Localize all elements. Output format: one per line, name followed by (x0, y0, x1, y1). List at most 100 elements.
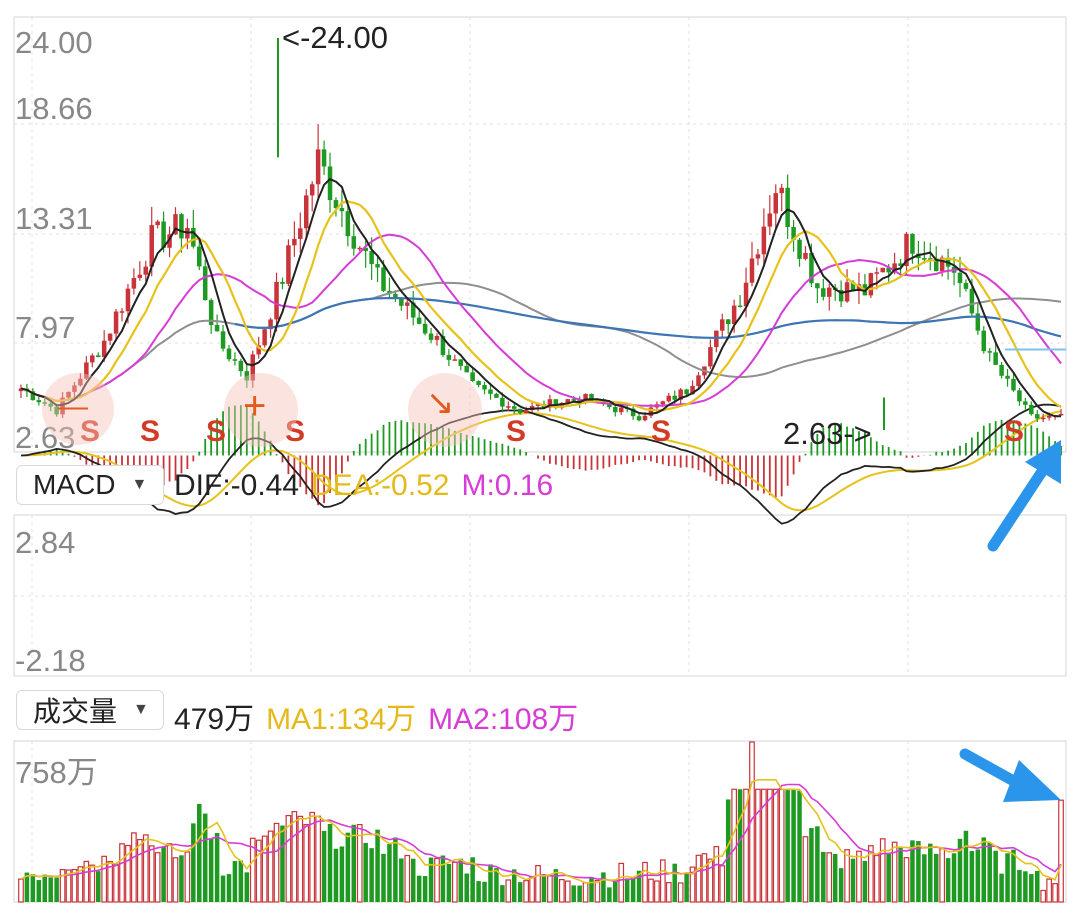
candle-body (904, 233, 909, 266)
volume-bar (71, 868, 78, 903)
candle-body (636, 416, 642, 421)
price-tick-1: 18.66 (15, 91, 93, 126)
candle-body (339, 208, 345, 212)
volume-bar (898, 846, 903, 902)
volume-bar (422, 876, 428, 902)
candle-body (725, 319, 731, 325)
volume-bar (558, 879, 565, 903)
volume-bar (309, 811, 316, 903)
candle-body (850, 282, 856, 292)
candle-body (511, 406, 517, 409)
volume-bar (785, 789, 790, 902)
candle-body (607, 403, 612, 408)
volume-bar (464, 873, 469, 902)
volume-bar (339, 846, 345, 902)
macd-values: DIF:-0.44 DEA:-0.52 M:0.16 (174, 469, 553, 503)
volume-ma1-value: MA1:134万 (266, 703, 417, 736)
volume-bar (18, 878, 24, 903)
candle-body (434, 335, 440, 340)
volume-bar (238, 860, 244, 902)
volume-bar (529, 876, 535, 903)
candle-body (975, 313, 981, 331)
price-tick-0: 24.00 (15, 25, 93, 60)
volume-bar (523, 880, 530, 903)
candle-body (1040, 417, 1046, 420)
candle-body (660, 401, 666, 405)
volume-bar (434, 857, 440, 903)
candle-body (743, 282, 749, 307)
candle-body (274, 281, 279, 320)
event-circle-plus[interactable] (224, 373, 298, 447)
candle-body (422, 323, 428, 334)
candle-body (131, 277, 137, 289)
volume-bar (131, 832, 137, 903)
candle-body (452, 359, 458, 361)
candle-body (797, 239, 802, 259)
volume-bar (393, 837, 398, 902)
volume-bar (125, 844, 131, 903)
volume-bar (844, 849, 850, 903)
candle-body (381, 267, 386, 291)
volume-bar (1040, 889, 1047, 903)
candle-body (690, 385, 695, 395)
candle-body (749, 258, 755, 283)
event-circle-minus[interactable] (42, 373, 114, 445)
candle-body (197, 246, 202, 267)
ma20-line (20, 233, 1062, 407)
volume-bar (179, 855, 184, 902)
volume-bar (42, 874, 48, 902)
volume-bar (766, 788, 773, 903)
volume-bar (654, 880, 660, 903)
volume-bar (1011, 849, 1016, 902)
candle-body (969, 288, 975, 314)
volume-bar (981, 837, 987, 902)
candle-body (137, 274, 143, 278)
candle-body (256, 345, 261, 355)
volume-bar (701, 853, 708, 903)
volume-bar (594, 879, 601, 903)
macd-m-value: M:0.16 (461, 469, 554, 502)
candle-body (821, 288, 826, 297)
candle-body (191, 227, 196, 247)
volume-bar (826, 852, 833, 903)
volume-bar (577, 885, 582, 902)
candle-body (815, 283, 820, 289)
candle-body (167, 234, 172, 248)
candle-body (173, 214, 178, 235)
volume-bar (470, 857, 475, 902)
indicator-lines (20, 177, 1066, 418)
event-circle-arrow[interactable] (408, 373, 482, 447)
candle-body (791, 227, 796, 240)
candle-body (161, 221, 166, 248)
volume-bar (119, 843, 125, 903)
volume-bar (101, 855, 108, 903)
volume-bar (737, 789, 743, 902)
candle-body (987, 351, 992, 353)
volume-bar (161, 846, 166, 902)
volume-bar (285, 814, 292, 903)
macd-dea-line (20, 410, 1062, 512)
volume-bar (689, 866, 696, 903)
candle-body (95, 355, 101, 358)
candle-body (708, 347, 713, 367)
candle-body (357, 247, 362, 250)
volume-bar (505, 879, 512, 903)
candle-body (1023, 401, 1028, 405)
volume-bar (208, 838, 214, 902)
candle-body (280, 281, 285, 284)
candle-body (993, 352, 998, 365)
volume-bar (297, 815, 304, 903)
volume-bar (838, 868, 844, 902)
candle-body (66, 391, 71, 398)
macd-indicator-selector[interactable]: MACD ▼ (16, 465, 164, 505)
volume-bar (89, 864, 96, 903)
volume-bar (850, 858, 856, 902)
volume-bar (303, 824, 310, 903)
candle-body (399, 298, 404, 306)
volume-bar (113, 863, 119, 903)
candle-body (898, 263, 903, 266)
candle-body (559, 402, 565, 408)
volume-indicator-selector[interactable]: 成交量 ▼ (16, 690, 164, 730)
volume-bar (969, 850, 975, 902)
